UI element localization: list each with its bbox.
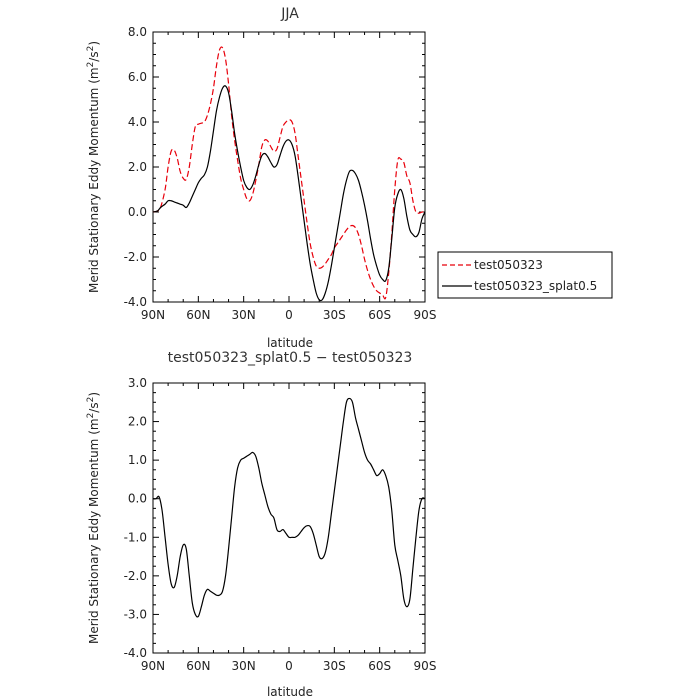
bottom-xtick-label: 0 bbox=[285, 659, 293, 673]
bottom-xtick-label: 60S bbox=[368, 659, 391, 673]
legend-label-test050323: test050323 bbox=[474, 258, 543, 272]
bottom-ytick-label: -2.0 bbox=[124, 569, 147, 583]
bottom-series-group bbox=[152, 397, 426, 618]
top-ytick-label: 8.0 bbox=[128, 25, 147, 39]
bottom-xtick-label: 90S bbox=[414, 659, 437, 673]
legend-box bbox=[437, 251, 613, 299]
top-xtick-label: 90N bbox=[141, 308, 165, 322]
bottom-plot-frame bbox=[152, 382, 426, 654]
top-chart-title: JJA bbox=[280, 6, 299, 22]
top-series-group bbox=[152, 46, 426, 302]
bottom-chart-title: test050323_splat0.5 − test050323 bbox=[168, 350, 413, 366]
bottom-series-line-0 bbox=[152, 397, 426, 618]
top-legend: test050323 test050323_splat0.5 bbox=[437, 251, 613, 299]
bottom-y-axis-label: Merid Stationary Eddy Momentum (m2/s2) bbox=[86, 392, 101, 644]
top-series-line-1 bbox=[152, 85, 426, 302]
top-xtick-label: 30S bbox=[323, 308, 346, 322]
top-ytick-label: 6.0 bbox=[128, 70, 147, 84]
top-xtick-label: 30N bbox=[232, 308, 256, 322]
top-y-axis-label: Merid Stationary Eddy Momentum (m2/s2) bbox=[86, 41, 101, 293]
bottom-ytick-label: 3.0 bbox=[128, 376, 147, 390]
bottom-xtick-label: 60N bbox=[186, 659, 210, 673]
top-ytick-label: 2.0 bbox=[128, 160, 147, 174]
top-ytick-label: 0.0 bbox=[128, 205, 147, 219]
top-xtick-label: 60N bbox=[186, 308, 210, 322]
top-xtick-label: 90S bbox=[414, 308, 437, 322]
bottom-ytick-label: -3.0 bbox=[124, 607, 147, 621]
bottom-ytick-label: 2.0 bbox=[128, 415, 147, 429]
bottom-xtick-label: 30N bbox=[232, 659, 256, 673]
bottom-x-axis-label: latitude bbox=[267, 685, 313, 699]
top-xtick-label: 0 bbox=[285, 308, 293, 322]
bottom-ytick-label: -1.0 bbox=[124, 530, 147, 544]
bottom-xtick-label: 90N bbox=[141, 659, 165, 673]
top-ytick-label: -4.0 bbox=[124, 295, 147, 309]
bottom-panel: test050323_splat0.5 − test050323 -4.0 -3.… bbox=[86, 350, 436, 699]
top-plot-frame bbox=[152, 31, 426, 303]
bottom-xtick-label: 30S bbox=[323, 659, 346, 673]
top-xtick-label: 60S bbox=[368, 308, 391, 322]
bottom-ytick-label: 1.0 bbox=[128, 453, 147, 467]
top-y-ticks: -4.0 -2.0 0.0 2.0 4.0 6.0 8.0 bbox=[124, 25, 425, 309]
top-x-ticks: 90N 60N 30N 0 30S 60S 90S bbox=[141, 32, 437, 322]
bottom-ytick-label: 0.0 bbox=[128, 492, 147, 506]
top-x-axis-label: latitude bbox=[267, 336, 313, 350]
top-series-line-0 bbox=[152, 46, 426, 300]
legend-label-test050323-splat0.5: test050323_splat0.5 bbox=[474, 279, 597, 293]
top-ytick-label: -2.0 bbox=[124, 250, 147, 264]
top-panel: JJA -4.0 -2.0 0.0 2.0 4.0 6.0 8.0 90N 60N 30N 0 30… bbox=[86, 6, 613, 350]
bottom-ytick-label: -4.0 bbox=[124, 646, 147, 660]
bottom-x-ticks: 90N 60N 30N 0 30S 60S 90S bbox=[141, 383, 437, 673]
top-ytick-label: 4.0 bbox=[128, 115, 147, 129]
bottom-y-ticks: -4.0 -3.0 -2.0 -1.0 0.0 1.0 2.0 3.0 bbox=[124, 376, 425, 660]
